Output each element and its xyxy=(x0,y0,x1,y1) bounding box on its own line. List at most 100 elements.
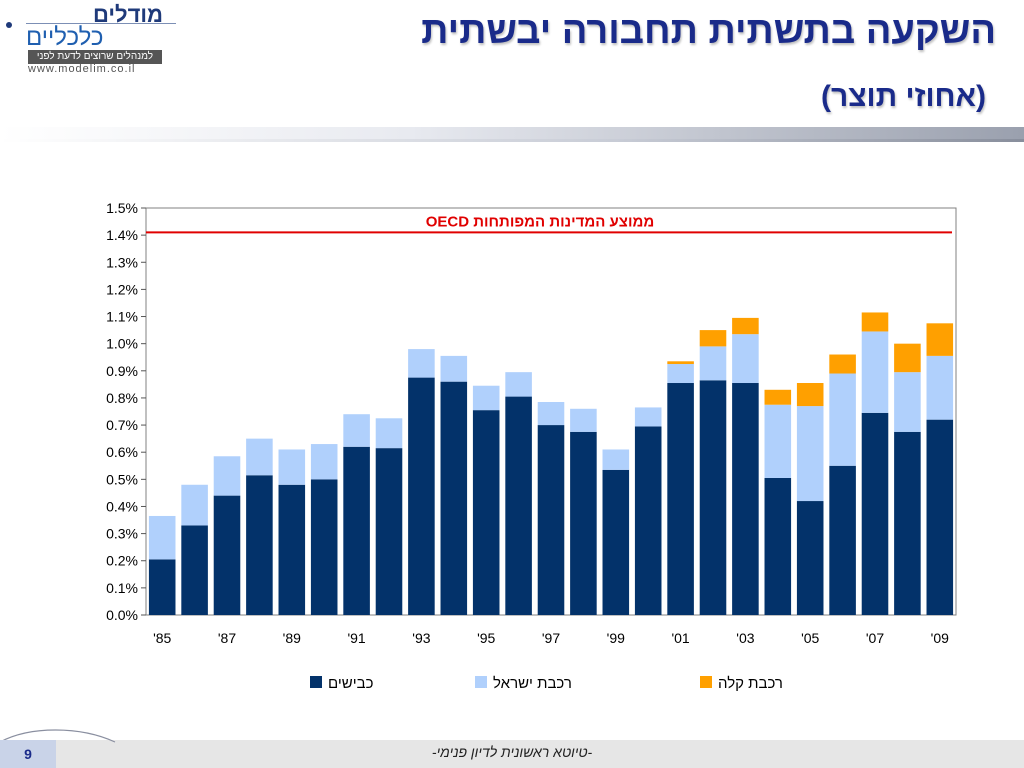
bar-segment-2 xyxy=(343,414,370,447)
bar-segment-2 xyxy=(440,355,468,382)
x-tick-label: '99 xyxy=(607,630,625,646)
bar-segment-2 xyxy=(472,385,500,411)
bar-segment-3 xyxy=(732,317,759,335)
bar-segment-1 xyxy=(796,501,824,615)
bar-segment-1 xyxy=(213,495,241,615)
x-tick-label: '07 xyxy=(866,630,884,646)
bar-segment-2 xyxy=(570,408,597,432)
bar-segment-2 xyxy=(894,372,921,432)
footer-swoosh-icon xyxy=(0,729,116,743)
bar-segment-2 xyxy=(667,364,694,384)
y-tick-label: 0.9% xyxy=(106,363,138,379)
bar-segment-1 xyxy=(408,377,435,615)
y-tick-label: 0.3% xyxy=(106,526,138,542)
legend-label-3: רכבת קלה xyxy=(718,675,783,692)
x-tick-label: '93 xyxy=(412,630,430,646)
bar-segment-1 xyxy=(310,479,338,615)
bar-segment-2 xyxy=(796,406,824,502)
bar-segment-1 xyxy=(148,559,176,615)
bar-segment-1 xyxy=(764,477,792,615)
bar-segment-3 xyxy=(699,330,727,347)
stacked-bar-chart: 0.0% 0.1% 0.2% 0.3% 0.4% 0.5% 0.6% 0.7% 0.8% 0.9%… xyxy=(106,200,957,692)
bar-segment-1 xyxy=(472,410,500,615)
x-tick-label: '85 xyxy=(153,630,171,646)
bar-segment-3 xyxy=(796,383,824,407)
y-tick-label: 1.3% xyxy=(106,254,138,270)
bar-segment-3 xyxy=(894,343,921,373)
bar-segment-1 xyxy=(246,475,273,615)
bar-segment-3 xyxy=(667,361,694,365)
logo-name-line1: מודלים xyxy=(92,2,163,27)
x-tick-label: '95 xyxy=(477,630,495,646)
y-tick-label: 0.2% xyxy=(106,553,138,569)
bar-segment-2 xyxy=(278,449,306,485)
logo-url: www.modelim.co.il xyxy=(28,63,136,75)
y-tick-label: 0.0% xyxy=(106,607,138,623)
bar-segment-2 xyxy=(602,449,630,470)
bar-segment-2 xyxy=(148,515,176,560)
bar-segment-2 xyxy=(764,404,792,478)
logo-tagline: למנהלים שרוצים לדעת לפני xyxy=(28,50,162,64)
bar-segment-2 xyxy=(926,355,954,420)
bar-segment-1 xyxy=(894,431,921,615)
bar-segment-1 xyxy=(343,446,370,615)
bar-segment-2 xyxy=(732,334,759,384)
footer-bar xyxy=(0,729,1024,768)
bar-segment-2 xyxy=(408,349,435,378)
bar-segment-1 xyxy=(278,484,306,615)
x-tick-label: '97 xyxy=(542,630,560,646)
bar-segment-3 xyxy=(926,323,954,356)
y-tick-label: 0.4% xyxy=(106,498,138,514)
y-tick-label: 1.0% xyxy=(106,336,138,352)
bar-segment-2 xyxy=(181,484,208,526)
bar-segment-1 xyxy=(829,465,856,615)
bar-segment-2 xyxy=(310,444,338,480)
bar-segment-1 xyxy=(440,381,468,615)
y-tick-label: 0.1% xyxy=(106,580,138,596)
legend-swatch-1 xyxy=(310,676,322,688)
x-tick-label: '01 xyxy=(671,630,689,646)
company-logo: מודלים כלכליים למנהלים שרוצים לדעת לפני … xyxy=(0,0,176,78)
x-tick-label: '91 xyxy=(347,630,365,646)
bar-segment-1 xyxy=(634,426,662,615)
bar-segment-1 xyxy=(537,425,565,615)
bar-segment-2 xyxy=(634,407,662,427)
bar-segment-1 xyxy=(570,431,597,615)
bar-segment-3 xyxy=(764,389,792,405)
y-tick-label: 0.8% xyxy=(106,390,138,406)
bar-segment-2 xyxy=(246,438,273,476)
bar-segment-2 xyxy=(505,372,532,397)
legend-label-1: כבישים xyxy=(328,675,374,692)
page-number: 9 xyxy=(0,740,56,768)
y-tick-label: 1.1% xyxy=(106,309,138,325)
x-tick-label: '09 xyxy=(931,630,949,646)
oecd-reference-label: ממוצע המדינות המפותחות OECD xyxy=(426,213,655,230)
slide-subtitle: (אחוזי תוצר) xyxy=(820,80,986,113)
legend-swatch-2 xyxy=(475,676,487,688)
bar-segment-2 xyxy=(861,331,889,413)
logo-name-line2: כלכליים xyxy=(26,24,104,51)
y-tick-label: 1.2% xyxy=(106,281,138,297)
bar-segment-2 xyxy=(213,456,241,496)
bar-segment-3 xyxy=(829,354,856,374)
title-rule xyxy=(0,127,1024,139)
bar-segment-1 xyxy=(602,469,630,615)
y-tick-label: 1.4% xyxy=(106,227,138,243)
x-tick-label: '05 xyxy=(801,630,819,646)
footer-draft-note: -טיוטא ראשונית לדיון פנימי- xyxy=(431,744,593,760)
bar-segment-1 xyxy=(505,396,532,615)
title-rule-secondary xyxy=(0,139,1024,142)
legend-swatch-3 xyxy=(700,676,712,688)
bar-segment-1 xyxy=(375,448,403,615)
bar-segment-1 xyxy=(861,412,889,615)
bar-segment-2 xyxy=(829,373,856,466)
bar-segment-1 xyxy=(667,383,694,615)
x-tick-label: '87 xyxy=(218,630,236,646)
bar-segment-3 xyxy=(861,312,889,332)
bar-segment-1 xyxy=(732,383,759,615)
y-tick-label: 1.5% xyxy=(106,200,138,216)
logo-dot xyxy=(6,22,12,28)
legend-label-2: רכבת ישראל xyxy=(493,675,572,692)
x-tick-label: '89 xyxy=(283,630,301,646)
slide-title: השקעה בתשתית תחבורה יבשתית xyxy=(421,10,996,52)
